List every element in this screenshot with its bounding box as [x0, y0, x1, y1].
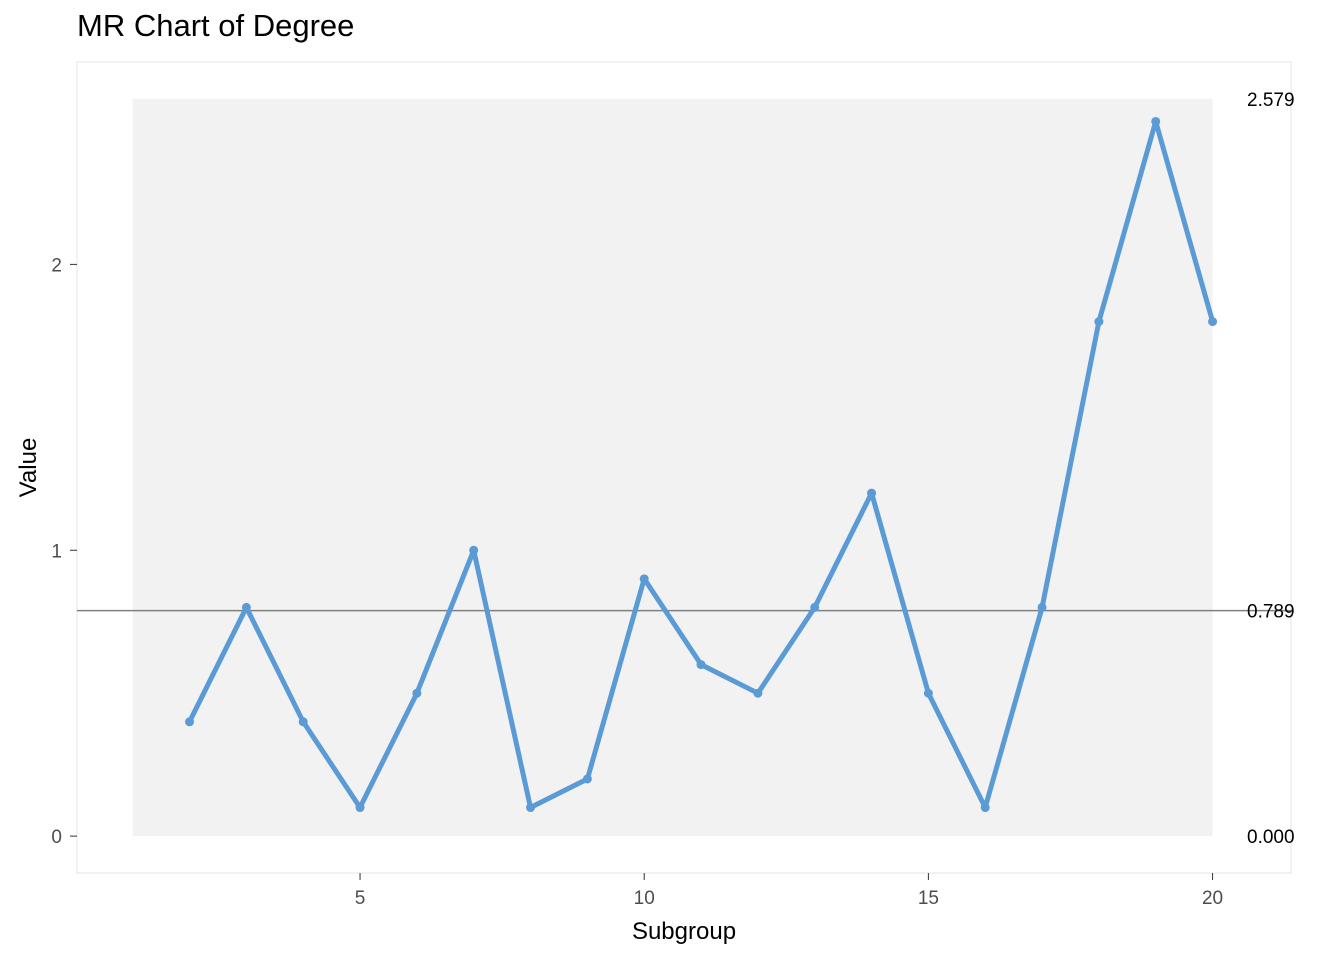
data-point	[241, 602, 251, 612]
data-point	[526, 803, 536, 813]
y-tick-label: 2	[51, 255, 62, 276]
y-axis: 0 1 2	[51, 255, 77, 848]
limit-labels: 2.579 0.789 0.000	[1247, 90, 1295, 848]
data-point	[639, 574, 649, 584]
data-point	[1037, 602, 1047, 612]
mr-series-points	[185, 116, 1218, 813]
data-point	[469, 545, 479, 555]
y-tick-label: 0	[51, 827, 62, 848]
data-point	[1094, 317, 1104, 327]
data-point	[1208, 317, 1218, 327]
x-axis: 5 10 15 20	[355, 873, 1223, 909]
data-point	[696, 660, 706, 670]
x-tick-label: 5	[355, 888, 366, 909]
data-point	[1151, 116, 1161, 126]
x-tick-label: 10	[634, 888, 655, 909]
chart-title: MR Chart of Degree	[77, 8, 355, 43]
data-point	[867, 488, 877, 498]
y-tick-label: 1	[51, 541, 62, 562]
data-point	[753, 688, 763, 698]
data-point	[923, 688, 933, 698]
x-tick-label: 20	[1202, 888, 1223, 909]
x-axis-label: Subgroup	[632, 918, 736, 945]
data-point	[810, 602, 820, 612]
control-limits-band	[132, 98, 1213, 837]
data-point	[582, 774, 592, 784]
data-point	[355, 803, 365, 813]
data-point	[298, 717, 308, 727]
x-tick-label: 15	[918, 888, 939, 909]
upper-limit-label: 2.579	[1247, 90, 1295, 111]
data-point	[185, 717, 195, 727]
center-limit-label: 0.789	[1247, 602, 1295, 623]
y-axis-label: Value	[15, 438, 42, 498]
lower-limit-label: 0.000	[1247, 827, 1295, 848]
data-point	[412, 688, 422, 698]
data-point	[980, 803, 990, 813]
